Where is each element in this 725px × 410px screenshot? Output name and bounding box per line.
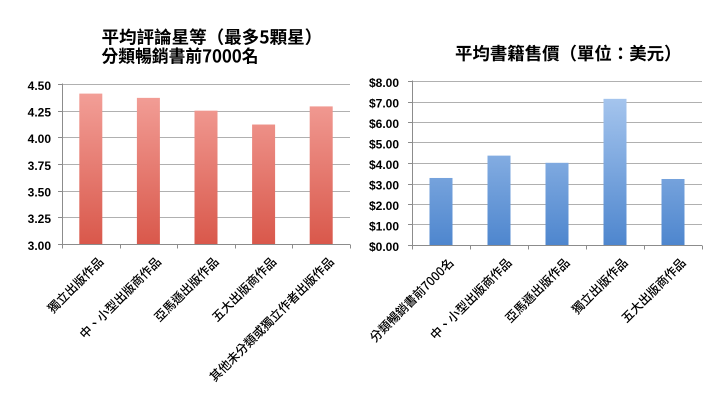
svg-text:$0.00: $0.00 [369, 240, 399, 254]
svg-text:$6.00: $6.00 [369, 117, 399, 131]
svg-text:$8.00: $8.00 [369, 76, 399, 90]
svg-text:$5.00: $5.00 [369, 137, 399, 151]
svg-text:4.50: 4.50 [28, 79, 52, 93]
svg-text:$1.00: $1.00 [369, 219, 399, 233]
svg-text:4.00: 4.00 [28, 132, 52, 146]
svg-text:3.25: 3.25 [28, 212, 52, 226]
svg-text:$4.00: $4.00 [369, 158, 399, 172]
svg-text:$3.00: $3.00 [369, 178, 399, 192]
svg-text:3.00: 3.00 [28, 239, 52, 253]
svg-text:3.50: 3.50 [28, 186, 52, 200]
svg-text:$7.00: $7.00 [369, 96, 399, 110]
svg-text:4.25: 4.25 [28, 106, 52, 120]
svg-text:$2.00: $2.00 [369, 199, 399, 213]
svg-text:3.75: 3.75 [28, 159, 52, 173]
